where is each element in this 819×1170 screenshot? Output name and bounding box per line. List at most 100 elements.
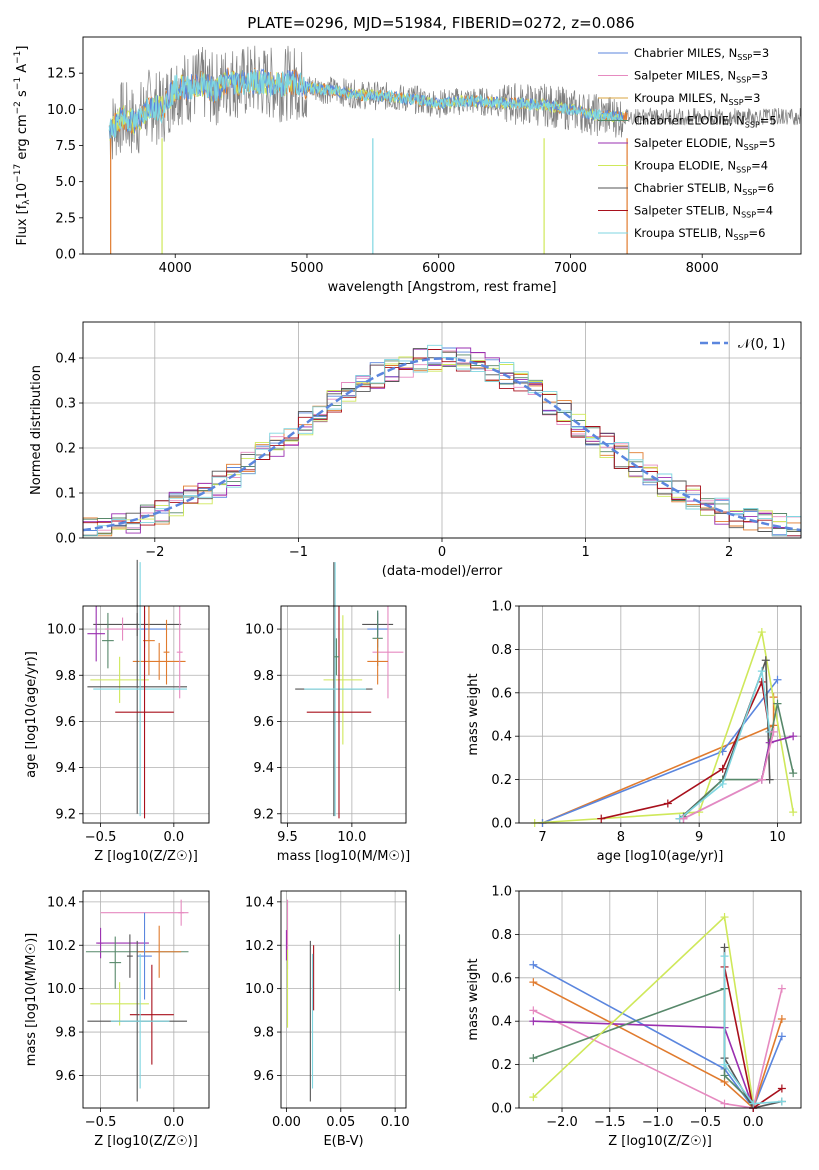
mass-weight-marker (765, 775, 774, 784)
mass-weight-marker (789, 769, 798, 778)
x-axis-label: age [log10(age/yr)] (597, 849, 724, 864)
x-tick-label: −1.5 (594, 1115, 626, 1130)
mass-weight-marker (679, 814, 688, 823)
legend-entry: Kroupa MILES, NSSP=3 (634, 91, 760, 107)
mass-weight-line (532, 964, 783, 1110)
y-tick-label: 10.0 (245, 623, 274, 638)
y-tick-label: 10.4 (47, 895, 76, 910)
axes-frame (518, 605, 802, 824)
legend-entry: Chabrier STELIB, NSSP=6 (634, 181, 774, 197)
x-axis-label: E(B-V) (323, 1134, 363, 1149)
y-tick-label: 10.0 (47, 982, 76, 997)
mass-weight-marker (777, 1032, 786, 1041)
y-tick-label: 0.4 (491, 730, 512, 745)
y-tick-label: 0.0 (491, 817, 512, 832)
mass-weight-marker (757, 628, 766, 637)
age-vs-metallicity-panel: −0.5 0.0 9.2 9.4 9.6 9.8 10.0 Z [log10(Z/Z☉)] ag… (24, 559, 210, 864)
y-tick-label: 0.6 (491, 686, 512, 701)
mass-weight-marker (777, 1097, 786, 1106)
mass-weight-line (532, 988, 783, 1109)
mass-weight-line (534, 628, 794, 824)
x-tick-label: −0.5 (85, 830, 117, 845)
mass-weight-line (532, 915, 754, 1104)
spectrum-panel: 4000 5000 6000 7000 8000 0.0 2.5 5.0 7.5 10.0 12.5… (13, 36, 802, 295)
y-tick-label: 9.2 (253, 807, 274, 822)
axes-frame (518, 890, 802, 1109)
mass-weight-marker (749, 1099, 758, 1108)
mass-weight-marker (720, 913, 729, 922)
mass-weight-marker (789, 808, 798, 817)
model-spectrum-line (108, 69, 624, 138)
y-tick-label: 0.3 (55, 397, 76, 412)
mass-weight-marker (663, 799, 672, 808)
axes-frame (82, 890, 210, 1109)
spectrum-title: PLATE=0296, MJD=51984, FIBERID=0272, z=0… (247, 14, 634, 32)
mass-weight-marker (597, 814, 606, 823)
legend-entry: Kroupa ELODIE, NSSP=4 (634, 159, 768, 175)
mass-weight-marker (720, 1071, 729, 1080)
x-tick-label: 0.0 (743, 1115, 764, 1130)
x-tick-label: 6000 (422, 261, 455, 276)
y-tick-label: 9.4 (253, 761, 274, 776)
x-tick-label: 0.00 (272, 1115, 301, 1130)
axes-frame (82, 36, 802, 255)
mass-weight-line (601, 679, 771, 820)
mass-weight-marker (529, 978, 538, 987)
mass-weight-marker (789, 732, 798, 741)
y-tick-label: 10.2 (47, 939, 76, 954)
y-tick-label: 7.5 (55, 139, 76, 154)
y-tick-label: 10.0 (47, 623, 76, 638)
y-tick-label: 9.8 (253, 1026, 274, 1041)
mass-weight-marker (718, 764, 727, 773)
y-axis-label: mass weight (466, 958, 481, 1040)
mass-weight-marker (720, 943, 729, 952)
y-tick-label: 10.4 (245, 895, 274, 910)
x-tick-label: 0.10 (381, 1115, 410, 1130)
mass-weight-marker (529, 1006, 538, 1015)
y-tick-label: 0.6 (491, 971, 512, 986)
y-tick-label: 9.8 (55, 669, 76, 684)
y-tick-label: 0.2 (491, 1058, 512, 1073)
legend-entry: Salpeter STELIB, NSSP=4 (634, 204, 773, 220)
model-spectrum-line (108, 70, 624, 141)
y-tick-label: 10.2 (245, 939, 274, 954)
x-tick-label: 0.0 (163, 1115, 184, 1130)
y-tick-label: 9.4 (55, 761, 76, 776)
y-tick-label: 9.6 (253, 1069, 274, 1084)
y-axis-label: Normed distribution (29, 365, 44, 495)
mass-weight-marker (777, 1015, 786, 1024)
mass-weight-marker (773, 699, 782, 708)
mass-weight-line (532, 981, 783, 1110)
y-tick-label: 10.0 (47, 103, 76, 118)
x-tick-label: −1 (289, 545, 308, 560)
y-tick-label: 9.6 (55, 1069, 76, 1084)
x-tick-label: 5000 (290, 261, 323, 276)
mass-weight-vs-metallicity-panel: −2.0 −1.5 −1.0 −0.5 0.0 0.0 0.2 0.4 0.6 0.8 1.0 Z [… (466, 885, 802, 1149)
x-tick-label: 2 (725, 545, 733, 560)
y-tick-label: 9.2 (55, 807, 76, 822)
y-axis-label: age [log10(age/yr)] (24, 651, 39, 778)
y-tick-label: 5.0 (55, 175, 76, 190)
y-tick-label: 10.0 (245, 982, 274, 997)
y-tick-label: 0.0 (491, 1102, 512, 1117)
mass-weight-marker (757, 775, 766, 784)
legend-entry: Salpeter ELODIE, NSSP=5 (634, 136, 776, 152)
mass-weight-line (723, 956, 782, 1105)
mass-weight-marker (773, 675, 782, 684)
mass-weight-line (683, 735, 794, 820)
mass-weight-line (679, 670, 771, 820)
x-tick-label: 7 (538, 830, 546, 845)
x-tick-label: 10 (769, 830, 786, 845)
x-tick-label: 9.5 (277, 830, 298, 845)
x-tick-label: −0.5 (85, 1115, 117, 1130)
x-tick-label: 4000 (159, 261, 192, 276)
x-axis-label: Z [log10(Z/Z☉)] (94, 1134, 198, 1149)
mass-weight-marker (718, 779, 727, 788)
mass-weight-marker (529, 1093, 538, 1102)
mass-weight-marker (757, 677, 766, 686)
y-tick-label: 0.2 (55, 442, 76, 457)
legend-entry: Kroupa STELIB, NSSP=6 (634, 226, 765, 242)
legend-entry: 𝒩(0, 1) (738, 337, 785, 352)
